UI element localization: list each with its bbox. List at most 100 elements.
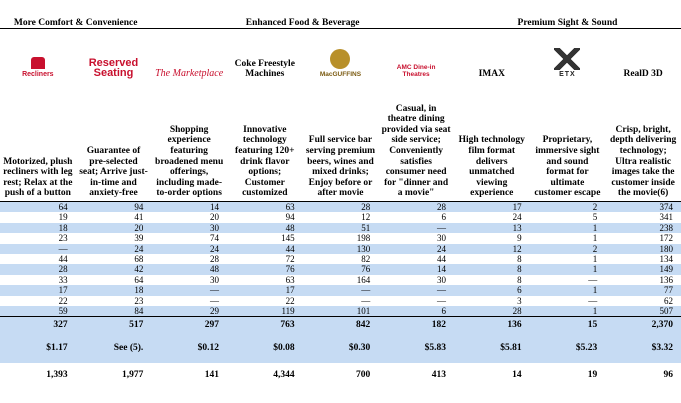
cell: 19 bbox=[58, 212, 68, 223]
cell: 4,344 bbox=[273, 370, 295, 381]
cell: 64 bbox=[0, 201, 76, 213]
cell: — bbox=[378, 285, 454, 296]
cell: 76 bbox=[226, 264, 303, 275]
cell: 23 bbox=[134, 295, 144, 306]
cell: 44 bbox=[58, 254, 68, 265]
description: High technology film format delivers unm… bbox=[453, 81, 530, 202]
logo: Reserved Seating bbox=[88, 57, 139, 79]
header-row: Recliners Reserved Seating The Marketplace… bbox=[0, 29, 681, 82]
cell: 20 bbox=[75, 222, 152, 234]
cell: 48 bbox=[226, 222, 303, 234]
cell: 12 bbox=[361, 212, 371, 223]
cell: 44 bbox=[226, 243, 303, 255]
cell: 12 bbox=[453, 243, 530, 255]
description: Crisp, bright, depth delivering technolo… bbox=[605, 81, 681, 202]
data-row: 18 20 30 48 51—13 1 238 bbox=[0, 222, 681, 234]
cell: 74 bbox=[209, 233, 219, 244]
cell: 22 bbox=[58, 295, 68, 306]
data-row: —24 24 44 130 24 12 2 180 bbox=[0, 243, 681, 255]
cell: 24 bbox=[378, 243, 454, 255]
cell: — bbox=[209, 295, 219, 306]
cell: 62 bbox=[664, 295, 673, 306]
cell: 842 bbox=[302, 316, 379, 334]
cell: $0.08 bbox=[226, 333, 303, 364]
cell: 44 bbox=[436, 254, 446, 265]
cell: 68 bbox=[134, 254, 144, 265]
logo: ETX bbox=[554, 48, 580, 78]
cell: 3 bbox=[517, 295, 522, 306]
cell: 763 bbox=[226, 316, 303, 334]
cell: 14 bbox=[151, 201, 227, 213]
column-header: Recliners bbox=[0, 29, 76, 82]
cell: 119 bbox=[226, 306, 303, 317]
cell: $0.30 bbox=[302, 333, 379, 364]
cell: 1,977 bbox=[121, 370, 144, 381]
logo: MacGUFFINS bbox=[320, 49, 361, 78]
cell: 96 bbox=[663, 370, 674, 381]
cell: 134 bbox=[659, 254, 674, 265]
cell: 164 bbox=[356, 274, 371, 285]
column-header: The Marketplace bbox=[151, 29, 227, 82]
cell: 182 bbox=[378, 316, 454, 334]
data-row: 64 94 14 63 28 28 17 2 374 bbox=[0, 201, 681, 213]
cell: 28 bbox=[0, 264, 76, 275]
group-header: Premium Sight & Sound bbox=[453, 0, 681, 29]
cell: 101 bbox=[302, 306, 379, 317]
cell: — bbox=[436, 295, 446, 306]
data-row: 23 39 74 145 198 30 9 1 172 bbox=[0, 233, 681, 243]
column-title: RealD 3D bbox=[623, 69, 663, 79]
data-row: 44 68 28 72 82 44 8 1 134 bbox=[0, 254, 681, 264]
cell: 76 bbox=[302, 264, 379, 275]
cell: 18 bbox=[75, 285, 152, 296]
cell: 136 bbox=[453, 316, 530, 334]
cell: 1 bbox=[529, 306, 606, 317]
cell: 22 bbox=[285, 295, 295, 306]
cell: 13 bbox=[453, 222, 530, 234]
cell: 15 bbox=[529, 316, 606, 334]
description: Motorized, plush recliners with leg rest… bbox=[0, 81, 76, 202]
cell: 8 bbox=[517, 254, 522, 265]
cell: $1.17 bbox=[0, 333, 76, 364]
cell: 700 bbox=[356, 370, 371, 381]
column-title: Coke Freestyle Machines bbox=[234, 59, 295, 79]
cell: 6 bbox=[453, 285, 530, 296]
cell: $5.23 bbox=[529, 333, 606, 364]
cell: 327 bbox=[0, 316, 76, 334]
group-header: More Comfort & Convenience bbox=[0, 0, 152, 29]
cell: 1 bbox=[592, 233, 598, 244]
cell: 17 bbox=[226, 285, 303, 296]
cell: 23 bbox=[58, 233, 68, 244]
cell: 297 bbox=[151, 316, 227, 334]
column-header: Coke Freestyle Machines bbox=[227, 29, 303, 82]
cell: 24 bbox=[75, 243, 152, 255]
cell: 30 bbox=[436, 233, 446, 244]
column-header: ETX bbox=[530, 29, 606, 82]
table-body: More Comfort & Convenience Enhanced Food… bbox=[0, 0, 681, 387]
cell: 9 bbox=[517, 233, 522, 244]
logo: The Marketplace bbox=[155, 68, 224, 79]
cell: 5 bbox=[592, 212, 598, 223]
cell: 198 bbox=[356, 233, 371, 244]
data-row: 59 84 29 119 101 6 28 1 507 bbox=[0, 306, 681, 317]
group-row: More Comfort & Convenience Enhanced Food… bbox=[0, 0, 681, 29]
cell: 59 bbox=[0, 306, 76, 317]
cell: 507 bbox=[605, 306, 681, 317]
logo: Recliners bbox=[22, 57, 54, 78]
cell: See (5). bbox=[75, 333, 152, 364]
cell: 17 bbox=[0, 285, 76, 296]
count-row: 1,393 1,977 141 4,344 700 413 14 19 96 bbox=[0, 363, 681, 387]
cell: 28 bbox=[302, 201, 379, 213]
cell: 6 bbox=[441, 212, 446, 223]
column-header: MacGUFFINS bbox=[303, 29, 379, 82]
cell: 41 bbox=[134, 212, 144, 223]
cell: 172 bbox=[659, 233, 674, 244]
cell: 2,370 bbox=[605, 316, 681, 334]
description: Casual, in theatre dining provided via s… bbox=[378, 81, 454, 202]
data-row: 22 23 — 22 — — 3 — 62 bbox=[0, 296, 681, 306]
cell: 149 bbox=[605, 264, 681, 275]
cell: 413 bbox=[431, 370, 446, 381]
cell: 145 bbox=[281, 233, 295, 244]
cell: — bbox=[378, 222, 454, 234]
cell: 82 bbox=[361, 254, 371, 265]
